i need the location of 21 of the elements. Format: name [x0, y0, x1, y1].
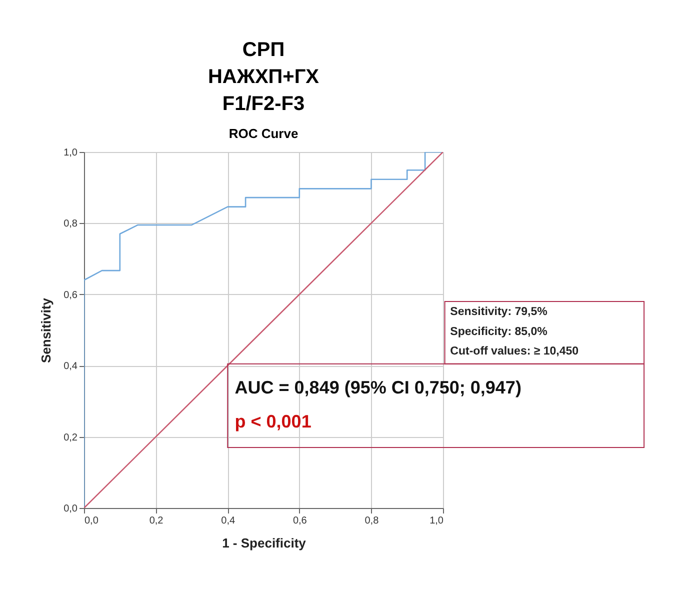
x-tick-label: 1,0: [430, 516, 444, 526]
y-axis-title: Sensitivity: [38, 297, 54, 364]
x-tick-label: 0,4: [221, 516, 236, 526]
y-tick-label: 0,6: [64, 290, 78, 301]
y-tick-label: 0,0: [64, 504, 78, 514]
chart-subtitle: ROC Curve: [228, 126, 298, 141]
y-tick-label: 0,8: [64, 218, 78, 230]
x-tick-label: 0,0: [84, 516, 99, 526]
text: Specificity: 85,0%: [450, 326, 548, 338]
annotation: AUC = 0,849 (95% CI 0,750; 0,947): [234, 378, 522, 398]
x-tick-label: 0,8: [364, 516, 380, 526]
x-axis-title: 1 - Specificity: [222, 536, 307, 550]
y-tick-label: 0,4: [64, 361, 78, 372]
y-tick-label: 1,0: [64, 148, 78, 158]
text: Sensitivity: 79,5%: [450, 306, 548, 318]
y-tick-label: 0,2: [64, 432, 78, 444]
text: Cut-off values: ≥ 10,450: [450, 345, 579, 358]
x-tick-label: 0,2: [149, 516, 164, 526]
x-tick-label: 0,6: [292, 516, 308, 526]
annotation: p < 0,001: [234, 412, 312, 432]
chart-title: СРП НАЖХП+ГХ F1/F2-F3: [208, 39, 320, 115]
